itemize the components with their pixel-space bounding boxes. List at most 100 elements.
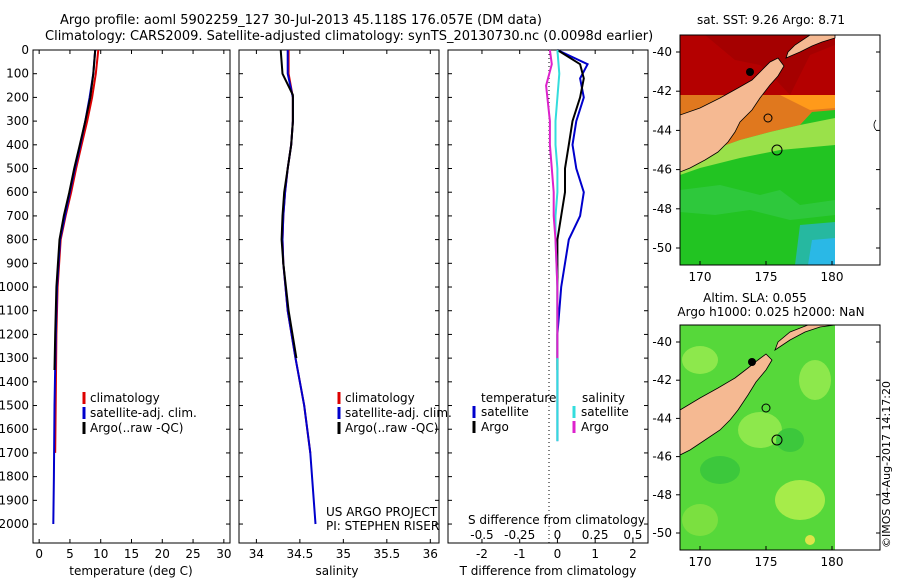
differences-xtick2-label: 0.25 xyxy=(582,528,609,542)
differences-xtick2-label: -0.25 xyxy=(504,528,535,542)
differences-series-temperature-satellite xyxy=(556,49,589,442)
salinity-xtick-label: 34.5 xyxy=(287,547,314,561)
depth-tick-label: 1500 xyxy=(0,399,29,413)
map-bottom-title-1: Altim. SLA: 0.055 xyxy=(703,291,807,305)
salinity-xtick-label: 34 xyxy=(249,547,264,561)
diff-legend-temperature-satellite: satellite xyxy=(481,405,529,419)
depth-tick-label: 400 xyxy=(6,138,29,152)
differences-xtick-label: -1 xyxy=(514,547,526,561)
salinity-legend-climatology: climatology xyxy=(345,391,415,405)
depth-tick-label: 700 xyxy=(6,209,29,223)
salinity-legend-satellite: satellite-adj. clim. xyxy=(345,406,452,420)
map-bottom-lat-label: -44 xyxy=(652,411,672,425)
diff-legend-temperature-argo: Argo xyxy=(481,420,509,434)
depth-tick-label: 100 xyxy=(6,67,29,81)
temperature-xtick-label: 0 xyxy=(35,547,43,561)
depth-tick-label: 600 xyxy=(6,185,29,199)
temperature-xtick-label: 5 xyxy=(66,547,74,561)
salinity-series-satellite-adj-clim- xyxy=(281,50,317,525)
s-difference-label: S difference from climatology xyxy=(468,513,645,527)
differences-xtick-label: -2 xyxy=(476,547,488,561)
map-top-lat-label: -40 xyxy=(652,45,672,59)
temperature-series-satellite-adj-clim- xyxy=(52,49,97,525)
temperature-series-argo-raw-qc- xyxy=(53,49,97,371)
temperature-xtick-label: 20 xyxy=(155,547,170,561)
depth-tick-label: 2000 xyxy=(0,517,29,531)
salinity-xtick-label: 35 xyxy=(336,547,351,561)
pi-label: PI: STEPHEN RISER xyxy=(326,519,439,533)
map-bottom xyxy=(679,324,881,551)
depth-tick-label: 1900 xyxy=(0,493,29,507)
map-top-lat-label: -50 xyxy=(652,241,672,255)
differences-xtick2-label: 0.5 xyxy=(623,528,642,542)
temperature-xlabel: temperature (deg C) xyxy=(69,564,192,578)
depth-tick-label: 1700 xyxy=(0,446,29,460)
diff-legend-salinity-satellite: satellite xyxy=(581,405,629,419)
depth-tick-label: 1300 xyxy=(0,351,29,365)
map-top-title: sat. SST: 9.26 Argo: 8.71 xyxy=(697,13,845,27)
map-bottom-lat-label: -46 xyxy=(652,450,672,464)
differences-xtick-label: 2 xyxy=(629,547,637,561)
temperature-legend-argo: Argo(..raw -QC) xyxy=(90,421,183,435)
depth-tick-label: 1600 xyxy=(0,422,29,436)
depth-tick-label: 1400 xyxy=(0,375,29,389)
map-top xyxy=(679,34,881,266)
depth-tick-label: 800 xyxy=(6,233,29,247)
difference-panel-frame xyxy=(447,49,649,544)
differences-series-salinity-argo xyxy=(545,49,559,359)
map-top-lon-label: 170 xyxy=(689,270,712,284)
temperature-legend-satellite: satellite-adj. clim. xyxy=(90,406,197,420)
differences-xtick2-label: 0 xyxy=(554,528,562,542)
temperature-legend-climatology: climatology xyxy=(90,391,160,405)
depth-tick-label: 1800 xyxy=(0,470,29,484)
map-bottom-lon-label: 170 xyxy=(689,555,712,569)
salinity-panel-frame xyxy=(238,49,440,544)
temperature-panel-frame xyxy=(32,49,231,544)
temperature-xtick-label: 10 xyxy=(93,547,108,561)
differences-series-temperature-argo xyxy=(556,49,585,370)
salinity-xtick-label: 35.5 xyxy=(373,547,400,561)
difference-legend: temperature salinity satellite Argo sate… xyxy=(472,391,629,434)
differences-xtick2-label: -0.5 xyxy=(470,528,493,542)
salinity-legend: climatology satellite-adj. clim. Argo(..… xyxy=(337,391,452,435)
map-bottom-lat-label: -50 xyxy=(652,526,672,540)
map-bottom-title-2: Argo h1000: 0.025 h2000: NaN xyxy=(677,305,864,319)
differences-xtick-label: 1 xyxy=(591,547,599,561)
diff-legend-salinity-argo: Argo xyxy=(581,420,609,434)
map-bottom-lat-label: -48 xyxy=(652,488,672,502)
map-bottom-lat-label: -40 xyxy=(652,335,672,349)
salinity-legend-argo: Argo(..raw -QC) xyxy=(345,421,438,435)
map-top-lat-label: -44 xyxy=(652,123,672,137)
map-top-lat-label: -42 xyxy=(652,84,672,98)
salinity-xlabel: salinity xyxy=(315,564,358,578)
depth-tick-label: 300 xyxy=(6,114,29,128)
title-line-2: Climatology: CARS2009. Satellite-adjuste… xyxy=(45,29,654,44)
map-top-lat-label: -48 xyxy=(652,202,672,216)
project-label: US ARGO PROJECT xyxy=(326,505,438,519)
map-bottom-lat-label: -42 xyxy=(652,373,672,387)
map-top-lon-label: 180 xyxy=(821,270,844,284)
map-bottom-lon-label: 180 xyxy=(821,555,844,569)
title-line-1: Argo profile: aoml 5902259_127 30-Jul-20… xyxy=(60,13,542,28)
depth-tick-label: 900 xyxy=(6,256,29,270)
depth-tick-label: 200 xyxy=(6,90,29,104)
depth-tick-label: 500 xyxy=(6,162,29,176)
temperature-xtick-label: 15 xyxy=(124,547,139,561)
depth-tick-label: 1000 xyxy=(0,280,29,294)
depth-tick-label: 1200 xyxy=(0,327,29,341)
map-top-lat-label: -46 xyxy=(652,163,672,177)
depth-tick-label: 0 xyxy=(21,43,29,57)
diff-legend-salinity-header: salinity xyxy=(582,391,625,405)
temperature-legend: climatology satellite-adj. clim. Argo(..… xyxy=(82,391,197,435)
depth-tick-label: 1100 xyxy=(0,304,29,318)
difference-xlabel: T difference from climatology xyxy=(459,564,637,578)
map-top-lon-label: 175 xyxy=(755,270,778,284)
temperature-xtick-label: 30 xyxy=(216,547,231,561)
map-bottom-lon-label: 175 xyxy=(755,555,778,569)
differences-xtick-label: 0 xyxy=(554,547,562,561)
salinity-series-argo-raw-qc- xyxy=(279,49,298,359)
salinity-series-climatology xyxy=(281,50,312,454)
credit-label: ©IMOS 04-Aug-2017 14:17:20 xyxy=(880,381,893,548)
salinity-xtick-label: 36 xyxy=(423,547,438,561)
